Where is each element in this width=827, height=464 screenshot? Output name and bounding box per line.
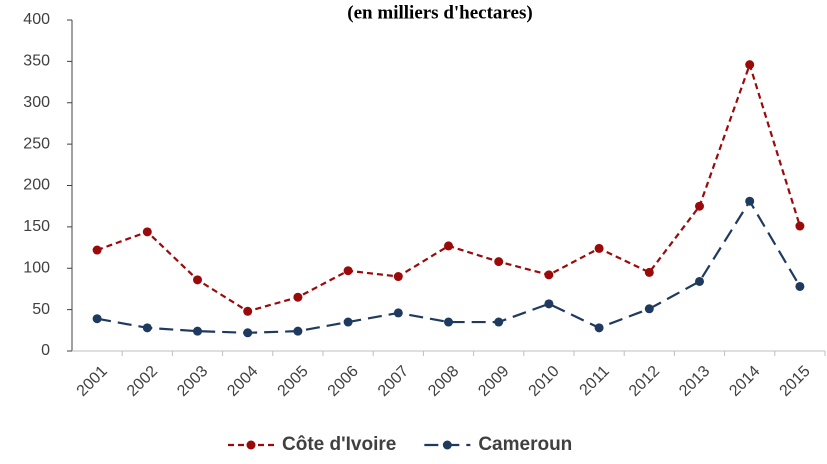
y-tick-label: 100 — [23, 259, 50, 276]
y-tick-label: 0 — [41, 342, 50, 359]
data-point — [594, 243, 604, 253]
x-tick-label: 2010 — [526, 363, 563, 400]
data-point — [142, 323, 152, 333]
data-point — [594, 323, 604, 333]
y-tick-label: 200 — [23, 177, 50, 194]
x-tick-label: 2007 — [375, 363, 412, 400]
y-tick-label: 250 — [23, 135, 50, 152]
data-point — [644, 267, 654, 277]
data-point — [393, 308, 403, 318]
data-point — [293, 292, 303, 302]
data-point — [695, 201, 704, 211]
data-point — [92, 245, 102, 255]
x-tick-label: 2015 — [777, 363, 814, 400]
data-point — [494, 257, 504, 267]
legend-label: Côte d'Ivoire — [282, 434, 396, 455]
data-point — [745, 196, 755, 206]
y-tick-label: 300 — [23, 94, 50, 111]
x-tick-label: 2003 — [174, 363, 211, 400]
series-line — [96, 61, 801, 313]
x-tick-label: 2011 — [577, 363, 613, 399]
x-tick-label: 2008 — [425, 363, 462, 400]
data-point — [142, 227, 152, 237]
data-point — [795, 221, 805, 231]
data-point — [644, 304, 654, 314]
x-tick-label: 2005 — [275, 363, 312, 400]
data-point — [795, 281, 805, 291]
x-tick-label: 2001 — [74, 363, 111, 400]
x-tick-label: 2013 — [676, 363, 713, 400]
data-point — [193, 275, 202, 285]
data-point — [444, 317, 453, 327]
data-point — [393, 272, 403, 282]
data-point — [293, 326, 303, 336]
data-point — [494, 317, 504, 327]
y-tick-label: 350 — [23, 53, 50, 70]
data-point — [444, 241, 453, 251]
y-tick-label: 50 — [32, 301, 50, 318]
x-tick-label: 2009 — [475, 363, 512, 400]
x-tick-label: 2006 — [325, 363, 362, 400]
chart-subtitle: (en milliers d'hectares) — [347, 2, 532, 23]
data-point — [343, 317, 353, 327]
x-tick-label: 2014 — [726, 363, 763, 400]
data-point — [544, 270, 554, 280]
legend-marker — [442, 440, 452, 450]
data-point — [243, 328, 253, 338]
y-tick-label: 400 — [23, 11, 50, 28]
data-point — [243, 306, 253, 316]
legend-label: Cameroun — [478, 434, 572, 455]
y-tick-label: 150 — [23, 218, 50, 235]
data-point — [343, 266, 353, 276]
x-tick-label: 2004 — [224, 363, 261, 400]
data-point — [92, 314, 102, 324]
data-point — [544, 299, 554, 309]
legend-marker — [246, 440, 256, 450]
data-point — [745, 60, 755, 70]
x-tick-label: 2002 — [124, 363, 161, 400]
x-tick-label: 2012 — [626, 363, 663, 400]
series-line — [96, 199, 801, 334]
data-point — [695, 276, 704, 286]
data-point — [193, 326, 202, 336]
